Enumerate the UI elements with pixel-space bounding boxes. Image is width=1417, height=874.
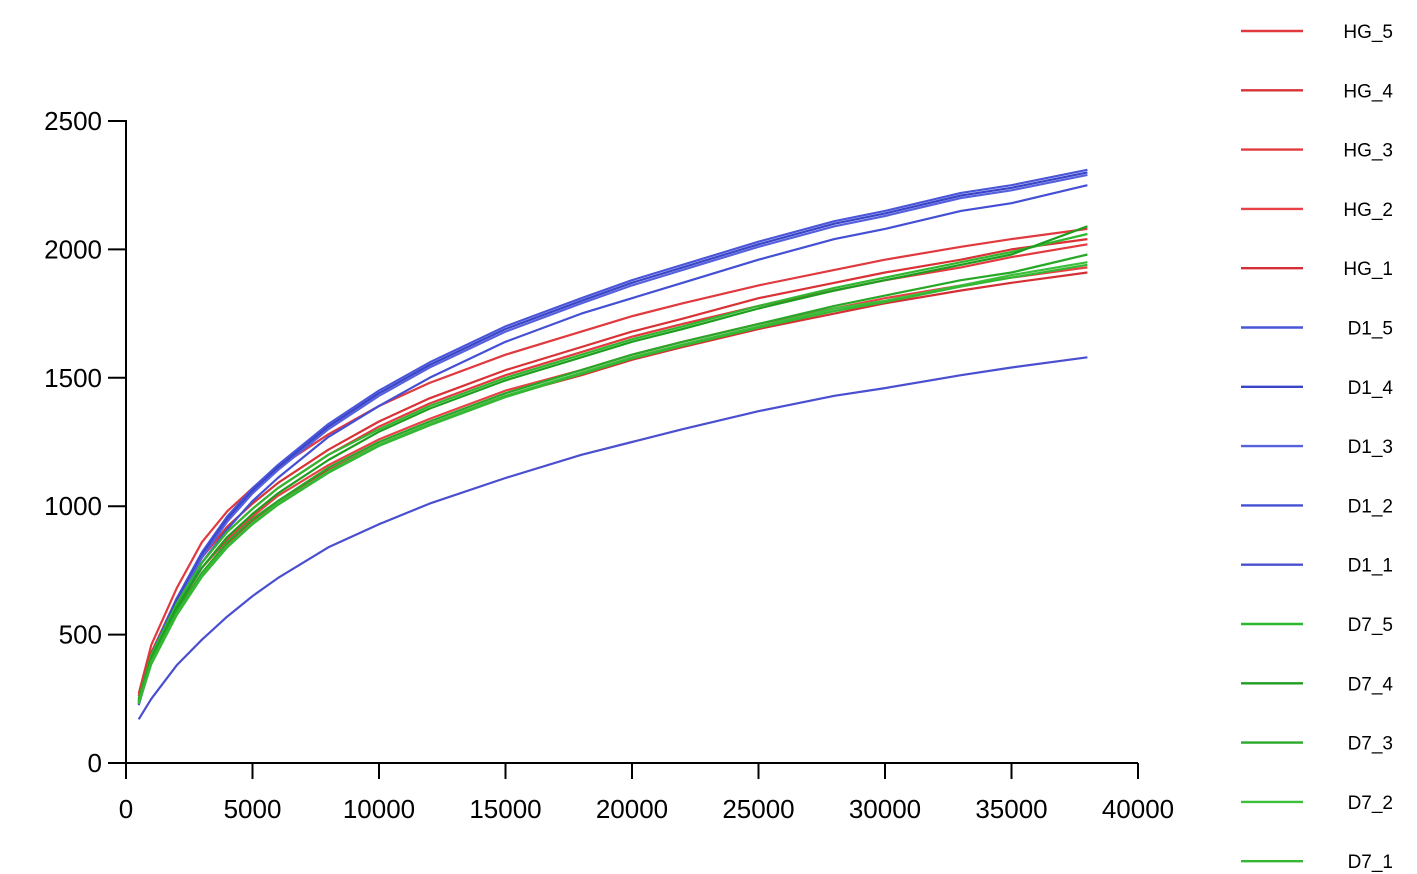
legend-item: D7_5 — [1241, 615, 1393, 636]
series-line-d1-3 — [137, 173, 1088, 705]
legend-label: HG_1 — [1343, 259, 1393, 280]
legend-label: D7_3 — [1348, 734, 1393, 755]
legend-item: D1_3 — [1241, 437, 1393, 458]
legend-label: D1_4 — [1348, 378, 1394, 399]
x-tick-label: 20000 — [596, 794, 668, 824]
x-tick-label: 0 — [119, 794, 133, 824]
legend-item: D1_2 — [1241, 496, 1393, 517]
series-line-d7-2 — [137, 261, 1088, 704]
x-tick-label: 40000 — [1102, 794, 1174, 824]
legend-item: D1_5 — [1241, 319, 1393, 340]
legend-item: HG_3 — [1241, 141, 1393, 162]
x-tick-label: 10000 — [343, 794, 415, 824]
x-tick-label: 25000 — [722, 794, 794, 824]
x-tick-label: 5000 — [224, 794, 282, 824]
legend-item: D7_4 — [1241, 674, 1393, 695]
legend-item: D1_1 — [1241, 556, 1393, 577]
series-line-hg-2 — [137, 266, 1088, 702]
legend-label: D1_2 — [1348, 496, 1393, 517]
legend-item: D7_1 — [1241, 852, 1393, 873]
legend-label: D1_1 — [1348, 556, 1393, 577]
legend-item: D7_2 — [1241, 793, 1393, 814]
series-line-d7-5 — [137, 232, 1088, 700]
legend-item: D7_3 — [1241, 734, 1393, 755]
x-tick-label: 35000 — [975, 794, 1047, 824]
legend-label: HG_2 — [1343, 200, 1393, 221]
legend-label: D7_5 — [1348, 615, 1393, 636]
legend-label: D1_5 — [1348, 319, 1393, 340]
legend-item: HG_5 — [1241, 22, 1393, 43]
y-tick-label: 2000 — [44, 234, 102, 264]
series-line-d1-5 — [137, 168, 1088, 702]
legend-label: D1_3 — [1348, 437, 1393, 458]
y-tick-label: 0 — [88, 748, 102, 778]
legend-item: HG_1 — [1241, 259, 1393, 280]
series-line-d7-3 — [137, 253, 1088, 702]
legend-label: HG_4 — [1343, 81, 1393, 102]
legend-label: HG_5 — [1343, 22, 1393, 43]
legend-label: D7_2 — [1348, 793, 1393, 814]
series-line-hg-3 — [137, 243, 1088, 700]
series-line-d7-1 — [137, 263, 1088, 705]
y-tick-label: 1000 — [44, 491, 102, 521]
y-tick-label: 500 — [59, 620, 102, 650]
y-tick-label: 2500 — [44, 106, 102, 136]
y-tick-label: 1500 — [44, 363, 102, 393]
legend-item: D1_4 — [1241, 378, 1393, 399]
x-tick-label: 15000 — [469, 794, 541, 824]
legend-label: HG_3 — [1343, 141, 1393, 162]
plot-series-group — [137, 168, 1088, 720]
legend-label: D7_4 — [1348, 674, 1394, 695]
series-line-d1-1 — [137, 356, 1088, 720]
legend: HG_5 HG_4 HG_3 HG_2 HG_1 D1_5 D1_4 D1_3 D1_2 D1_1… — [1241, 22, 1393, 873]
legend-item: HG_2 — [1241, 200, 1393, 221]
series-line-hg-5 — [137, 227, 1088, 694]
series-line-d7-4 — [137, 225, 1088, 701]
legend-item: HG_4 — [1241, 81, 1393, 102]
x-tick-label: 30000 — [849, 794, 921, 824]
legend-label: D7_1 — [1348, 852, 1393, 873]
series-line-d1-4 — [137, 171, 1088, 703]
